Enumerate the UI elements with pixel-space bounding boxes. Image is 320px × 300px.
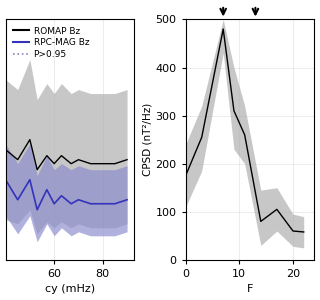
Legend: ROMAP Bz, RPC-MAG Bz, P>0.95: ROMAP Bz, RPC-MAG Bz, P>0.95	[10, 24, 92, 62]
Y-axis label: CPSD (nT²/Hz): CPSD (nT²/Hz)	[143, 103, 153, 176]
X-axis label: cy (mHz): cy (mHz)	[45, 284, 95, 294]
X-axis label: F: F	[247, 284, 253, 294]
